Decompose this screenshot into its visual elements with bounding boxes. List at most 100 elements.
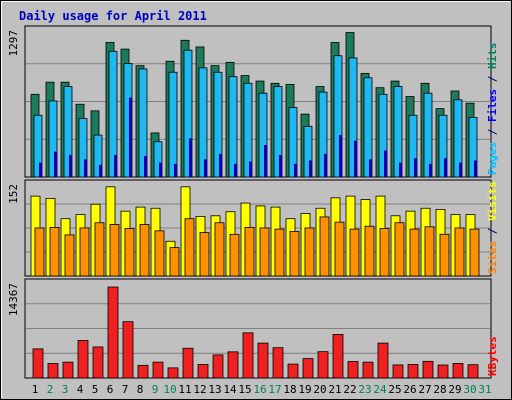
bar-kbytes-30 [467,364,479,379]
bar-pages-6 [114,154,117,177]
bar-kbytes-9 [152,361,164,379]
bar-sites-26 [409,228,420,277]
x-tick-12: 12 [193,383,206,396]
bar-sites-30 [469,228,480,277]
bar-pages-11 [189,138,192,177]
bar-pages-28 [444,158,447,177]
bar-files-26 [408,114,418,178]
bar-sites-27 [424,226,435,277]
x-tick-5: 5 [92,383,99,396]
legend-part: Visits [486,181,499,221]
bar-kbytes-15 [242,332,254,379]
bar-sites-22 [349,228,360,277]
bar-pages-26 [414,158,417,177]
bar-files-12 [198,67,208,178]
bar-kbytes-22 [347,361,359,379]
bar-kbytes-16 [257,342,269,379]
bar-kbytes-20 [317,351,329,379]
x-tick-25: 25 [388,383,401,396]
bar-kbytes-17 [272,347,284,379]
bar-pages-13 [219,153,222,177]
bar-files-15 [243,82,253,178]
x-tick-17: 17 [268,383,281,396]
bar-sites-24 [379,228,390,277]
bar-kbytes-13 [212,354,224,379]
bar-sites-16 [259,227,270,277]
bar-kbytes-1 [32,348,44,379]
bar-sites-2 [49,226,60,277]
bar-kbytes-27 [422,360,434,379]
bar-pages-15 [249,161,252,177]
bar-pages-30 [474,160,477,177]
legend-part: / [486,221,499,241]
bar-sites-5 [94,222,105,277]
x-tick-19: 19 [298,383,311,396]
panel-legend: KBytes [486,336,499,376]
bar-kbytes-19 [302,358,314,379]
x-tick-14: 14 [223,383,237,396]
bar-sites-11 [184,218,195,277]
x-tick-30: 30 [463,383,476,396]
chart-title: Daily usage for April 2011 [19,9,207,23]
bar-files-4 [78,118,88,178]
bar-kbytes-26 [407,364,419,379]
x-tick-20: 20 [313,383,326,396]
bar-files-18 [288,107,298,178]
bar-files-22 [348,57,358,178]
bar-pages-7 [129,97,132,177]
y-max-label: 152 [7,184,20,204]
bar-files-14 [228,76,238,178]
bar-sites-9 [154,230,165,277]
bar-kbytes-8 [137,364,149,379]
bar-files-11 [183,49,193,178]
bar-kbytes-3 [62,361,74,379]
x-axis-labels: 1 2 3 4 5 6 7 8 9 10 11 12 13 14 15 16 17 18 19 20 21 22 23 24 2… [32,383,492,396]
bar-pages-16 [264,145,267,177]
bar-pages-20 [324,153,327,177]
bar-files-1 [33,114,43,178]
bar-kbytes-24 [377,342,389,379]
bar-pages-1 [39,162,42,177]
bar-sites-1 [34,227,45,277]
bar-pages-25 [399,162,402,177]
bar-pages-19 [309,160,312,177]
x-tick-24: 24 [373,383,387,396]
x-tick-21: 21 [328,383,341,396]
legend-part: Hits [486,43,499,70]
x-tick-6: 6 [107,383,114,396]
bar-kbytes-21 [332,334,344,379]
bar-kbytes-18 [287,363,299,379]
bar-files-29 [453,99,463,178]
bar-files-8 [138,68,148,178]
bar-sites-10 [169,247,180,277]
bar-pages-27 [429,163,432,177]
x-tick-4: 4 [77,383,84,396]
legend-part: KBytes [486,336,499,376]
bar-pages-17 [279,154,282,177]
bar-sites-3 [64,234,75,277]
bar-kbytes-4 [77,340,89,379]
bar-files-30 [468,117,478,178]
bar-sites-7 [124,228,135,277]
bar-kbytes-6 [107,286,119,379]
bar-kbytes-25 [392,364,404,379]
bar-pages-5 [99,164,102,177]
y-max-label: 1297 [7,30,20,57]
bar-files-25 [393,86,403,178]
x-tick-9: 9 [152,383,159,396]
x-tick-11: 11 [178,383,191,396]
chart-panels: 1297 Pages / Files / Hits 152 Sites / Visit… [7,25,499,379]
bar-sites-28 [439,233,450,277]
panel-kbytes: 14367 KBytes [7,278,499,379]
bar-sites-13 [214,222,225,277]
bar-kbytes-23 [362,361,374,379]
bar-sites-20 [319,216,330,277]
bar-sites-4 [79,227,90,277]
x-tick-27: 27 [418,383,431,396]
panel-legend: Pages / Files / Hits [486,43,499,176]
x-tick-7: 7 [122,383,129,396]
bar-files-20 [318,91,328,178]
bar-pages-14 [234,163,237,177]
